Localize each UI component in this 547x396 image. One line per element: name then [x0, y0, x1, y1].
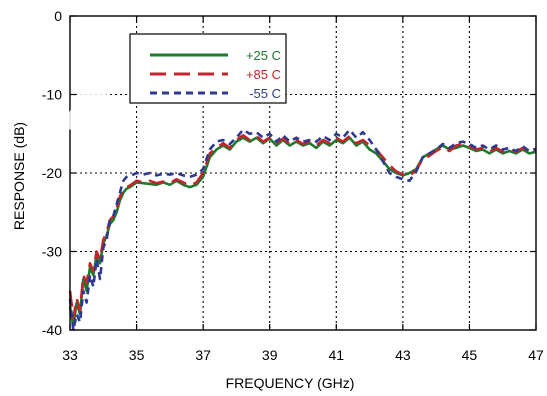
x-tick-label: 35	[129, 347, 145, 363]
y-tick-label: -40	[42, 322, 62, 338]
y-tick-label: -10	[42, 87, 62, 103]
legend: +25 C +85 C -55 C	[129, 33, 287, 104]
legend-label-25c: +25 C	[246, 48, 281, 63]
tick-labels: 33 35 37 39 41 43 45 47 0 -10 -20 -30 -40	[42, 8, 544, 363]
series-layer	[68, 128, 537, 332]
series-line-1	[68, 134, 537, 320]
x-tick-label: 47	[528, 347, 544, 363]
x-tick-label: 33	[62, 347, 78, 363]
y-tick-label: -20	[42, 165, 62, 181]
x-tick-label: 41	[328, 347, 344, 363]
x-tick-label: 45	[462, 347, 478, 363]
x-tick-label: 43	[395, 347, 411, 363]
series-line-0	[68, 136, 537, 328]
y-tick-label: -30	[42, 244, 62, 260]
legend-label-85c: +85 C	[246, 67, 281, 82]
y-tick-label: 0	[54, 8, 62, 24]
x-tick-label: 39	[262, 347, 278, 363]
ticks	[69, 15, 537, 331]
y-axis-title: RESPONSE (dB)	[11, 122, 27, 230]
legend-label-minus55c: -55 C	[249, 86, 281, 101]
series-line-2	[68, 128, 537, 332]
x-axis-title: FREQUENCY (GHz)	[226, 375, 355, 391]
x-tick-label: 37	[195, 347, 211, 363]
watermark-shapes	[0, 0, 126, 132]
